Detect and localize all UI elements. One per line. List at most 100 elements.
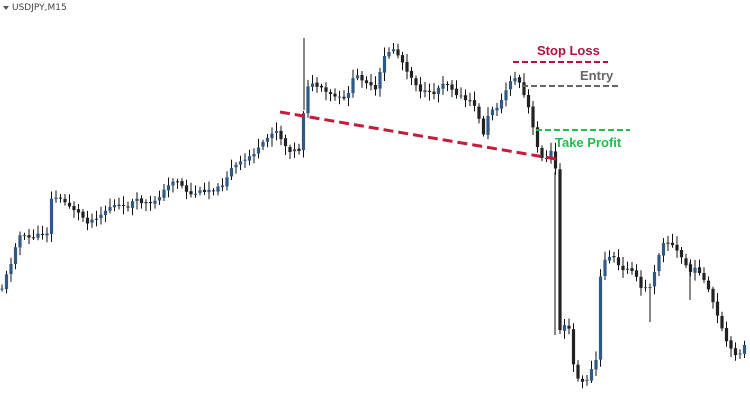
candle-body [130, 201, 135, 208]
trendline[interactable] [279, 110, 557, 161]
candle-body [427, 90, 432, 92]
candle-body [328, 92, 333, 94]
candles-group [0, 38, 747, 389]
candle-body [648, 287, 652, 288]
candle-body [67, 202, 72, 207]
candle-body [360, 75, 364, 81]
candle-body [477, 106, 481, 119]
candle-body [315, 82, 319, 87]
candle-body [306, 86, 310, 114]
candle-body [72, 205, 76, 211]
candle-body [27, 235, 31, 238]
candle-body [414, 78, 418, 86]
candle-body [549, 150, 553, 158]
candle-body [693, 267, 697, 273]
candle-body [594, 360, 598, 370]
candle-body [517, 77, 522, 83]
candle-body [9, 264, 13, 274]
candle-body [108, 207, 112, 211]
candle-body [270, 133, 274, 139]
candle-body [652, 272, 657, 287]
candle-body [216, 186, 220, 192]
candle-body [603, 259, 607, 277]
candle-body [580, 378, 585, 382]
candle-body [126, 206, 130, 208]
candle-body [54, 197, 58, 199]
candle-body [40, 233, 45, 235]
candle-body [715, 301, 720, 316]
candle-body [36, 233, 40, 238]
candle-body [562, 325, 567, 331]
candle-body [616, 257, 621, 266]
candle-body [522, 82, 526, 96]
candle-body [495, 107, 499, 111]
candle-body [571, 329, 576, 365]
candle-body [225, 177, 229, 187]
candle-body [504, 90, 508, 101]
candle-body [711, 288, 715, 303]
candle-body [162, 189, 166, 198]
candle-body [657, 255, 661, 272]
candle-body [684, 258, 688, 266]
candle-body [171, 181, 175, 186]
candle-body [531, 106, 535, 128]
candle-body [193, 193, 198, 195]
candle-body [261, 142, 265, 147]
candle-body [184, 185, 189, 192]
candle-body [175, 181, 180, 183]
candle-body [301, 113, 306, 151]
candle-body [463, 95, 468, 101]
candle-body [324, 87, 328, 92]
candle-body [612, 256, 616, 258]
candle-body [58, 197, 63, 199]
candle-body [0, 288, 4, 290]
candle-body [247, 156, 252, 161]
candle-body [351, 78, 355, 94]
entry-label: Entry [580, 68, 614, 83]
candle-body [486, 116, 490, 135]
candle-body [742, 344, 747, 354]
candle-body [733, 348, 738, 356]
candle-body [103, 210, 108, 215]
candle-body [720, 316, 724, 329]
candle-body [198, 190, 202, 193]
candle-body [445, 84, 450, 85]
candle-body [13, 247, 18, 264]
candle-body [373, 85, 378, 90]
candle-body [481, 118, 486, 135]
candle-body [490, 109, 495, 116]
candle-body [738, 353, 742, 355]
candle-body [49, 198, 54, 235]
candle-body [418, 84, 423, 92]
candle-body [220, 185, 225, 188]
chart-title-bar[interactable]: USDJPY,M15 [3, 2, 67, 14]
candle-body [396, 49, 400, 56]
candle-body [405, 62, 409, 72]
triangle-down-icon[interactable] [3, 6, 9, 10]
candle-body [319, 85, 324, 88]
candle-body [508, 81, 513, 90]
candle-body [342, 96, 346, 99]
candle-body [333, 93, 337, 97]
candle-body [234, 164, 238, 168]
candle-body [157, 197, 162, 201]
candle-body [337, 96, 342, 98]
candle-body [724, 328, 729, 342]
candle-body [598, 276, 603, 360]
candle-body [382, 56, 387, 73]
candle-body [238, 161, 243, 165]
candle-body [63, 198, 67, 203]
candle-body [45, 233, 49, 236]
candle-body [436, 87, 441, 94]
candle-body [139, 198, 144, 204]
candle-body [630, 268, 634, 271]
candle-body [252, 154, 256, 157]
candle-body [76, 209, 81, 213]
candle-body [202, 189, 207, 192]
candle-body [526, 95, 531, 108]
candle-body [589, 369, 594, 381]
candle-body [702, 273, 706, 280]
candle-body [85, 217, 90, 224]
